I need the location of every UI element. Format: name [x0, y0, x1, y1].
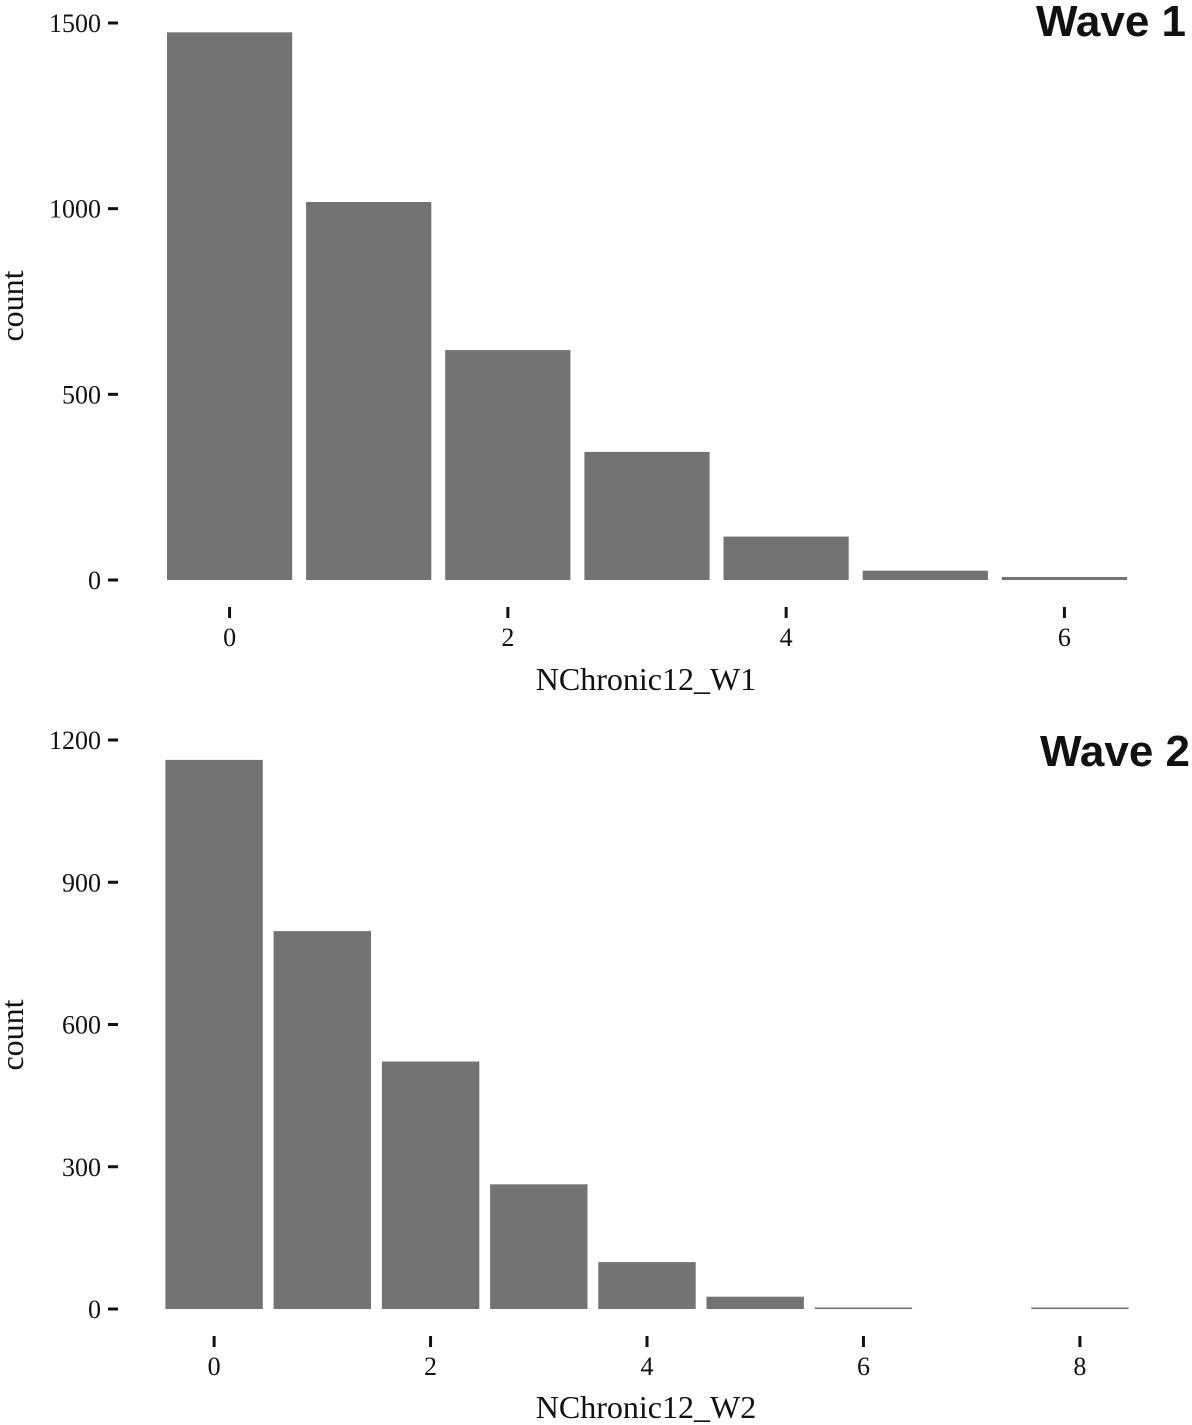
wave-2-y-axis: 0 300 600 900 1200 — [49, 726, 118, 1324]
wave-1-x-axis-label: NChronic12_W1 — [536, 661, 756, 697]
bar-5 — [862, 570, 988, 580]
x-tick-label: 4 — [780, 623, 793, 652]
x-tick-label: 0 — [223, 623, 236, 652]
y-tick-label: 1200 — [49, 726, 101, 755]
bar-2 — [445, 350, 571, 580]
bar-0 — [167, 32, 293, 581]
y-tick-label: 1500 — [49, 9, 101, 38]
wave-2-y-axis-label: count — [0, 999, 30, 1070]
x-tick-label: 6 — [857, 1352, 870, 1381]
x-tick-label: 8 — [1073, 1352, 1086, 1381]
y-tick-label: 300 — [62, 1153, 101, 1182]
x-tick-label: 4 — [641, 1352, 654, 1381]
wave-1-x-axis: 0 2 4 6 — [223, 607, 1071, 652]
y-tick-label: 0 — [88, 566, 101, 595]
bar-1 — [273, 931, 371, 1309]
bar-1 — [306, 202, 432, 580]
wave-1-panel: Wave 1 count NChronic12_W1 050010001500 … — [0, 0, 1186, 697]
y-tick-label: 500 — [62, 380, 101, 409]
wave-2-title: Wave 2 — [1040, 727, 1190, 776]
bar-6 — [814, 1307, 913, 1309]
wave-2-x-axis: 0 2 4 6 8 — [208, 1336, 1086, 1381]
x-tick-label: 6 — [1058, 623, 1071, 652]
wave-1-y-axis: 0 500 1000 1500 — [49, 9, 118, 595]
bar-3 — [584, 451, 710, 580]
bar-8 — [1031, 1307, 1129, 1309]
bar-2 — [381, 1061, 480, 1309]
wave-1-y-axis-label: count — [0, 270, 30, 341]
wave-2-panel: Wave 2 count NChronic12_W2 0 300 600 900 120… — [0, 726, 1190, 1425]
y-tick-label: 600 — [62, 1011, 101, 1040]
bar-5 — [706, 1296, 804, 1309]
bar-0 — [165, 759, 263, 1309]
wave-2-bars — [165, 759, 1129, 1309]
bar-3 — [490, 1184, 588, 1309]
wave-2-x-axis-label: NChronic12_W2 — [536, 1389, 756, 1425]
y-tick-label: 900 — [62, 868, 101, 897]
y-tick-label: 1000 — [49, 195, 101, 224]
bar-4 — [723, 536, 849, 580]
wave-1-title: Wave 1 — [1036, 0, 1186, 46]
x-tick-label: 2 — [501, 623, 514, 652]
x-tick-label: 0 — [208, 1352, 221, 1381]
y-tick-label: 0 — [88, 1295, 101, 1324]
wave-1-bars — [167, 32, 1127, 581]
bar-4 — [598, 1262, 696, 1309]
x-tick-label: 2 — [424, 1352, 437, 1381]
bar-6 — [1001, 577, 1127, 580]
